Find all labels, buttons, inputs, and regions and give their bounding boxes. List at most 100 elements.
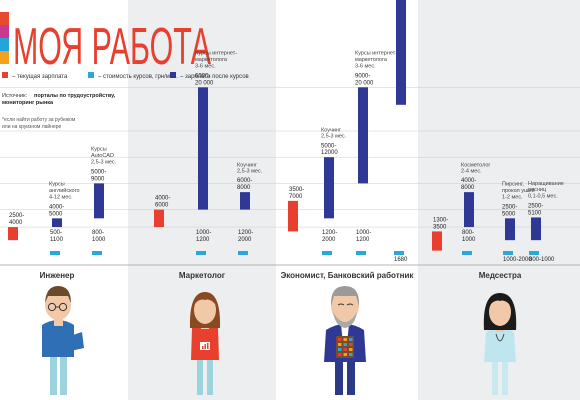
- nurse-uniform: [484, 327, 516, 362]
- label-current-salary: 2500-4000: [9, 213, 24, 226]
- bar-after-course-salary: [396, 0, 406, 105]
- label-current-salary: 4000-6000: [155, 196, 170, 209]
- label-after-course-salary: 2500-5000: [502, 204, 517, 217]
- bar-current-salary: [432, 231, 442, 251]
- nurse-leg-right: [502, 360, 508, 395]
- bar-current-salary: [288, 200, 298, 232]
- marketer-chart-bar-3: [207, 343, 209, 349]
- group-title-economist: Экономист, Банковский работник: [281, 271, 415, 280]
- bar-course-cost: [529, 251, 539, 255]
- engineer-hair: [45, 286, 71, 303]
- label-course-cost: 1000-1200: [356, 230, 371, 243]
- economist-eye-right: [346, 303, 354, 306]
- abacus-bead: [349, 353, 353, 356]
- bar-after-course-salary: [505, 218, 515, 241]
- label-after-course-salary: 6000-8000: [237, 178, 252, 191]
- label-after-course-salary: 5000-12000: [321, 143, 338, 156]
- engineer-face: [45, 290, 71, 320]
- label-course-cost: 1200-2000: [322, 230, 337, 243]
- bar-course-cost: [238, 251, 248, 255]
- legend: – текущая зарплата – стоимость курсов, г…: [2, 72, 249, 80]
- engineer-figure: [42, 286, 84, 395]
- economist-hair: [330, 286, 360, 306]
- label-course-name: Курсы интернет-маркетолога 3-6 мес.: [195, 51, 237, 70]
- source-prefix: Источник:: [2, 93, 27, 99]
- source-text: порталы по трудоустройству,: [34, 92, 116, 99]
- marketer-leg-right: [207, 358, 213, 395]
- nurse-figure: [483, 293, 517, 395]
- label-course-cost: 500-1100: [50, 230, 64, 243]
- label-after-course-salary: 4000-5000: [49, 204, 64, 217]
- bar-course-cost: [322, 251, 332, 255]
- label-course-cost: 800-1000: [92, 230, 106, 243]
- logo-block-2: [0, 25, 9, 38]
- label-current-salary: 1300-3500: [433, 218, 448, 231]
- bar-after-course-salary: [52, 218, 62, 228]
- logo-blocks: [0, 12, 9, 64]
- bar-current-salary: [8, 227, 18, 241]
- page-title: МОЯ РАБОТА: [13, 18, 211, 76]
- label-current-salary: 3500-7000: [289, 187, 304, 200]
- label-course-name: Курсы английского 4-12 мес.: [49, 182, 80, 201]
- bar-course-cost: [92, 251, 102, 255]
- logo-block-3: [0, 38, 9, 51]
- label-course-name: Косметолог 2-4 мес.: [461, 162, 490, 174]
- label-after-course-salary: 2500-5100: [528, 204, 543, 217]
- nurse-stethoscope: [495, 333, 505, 342]
- economist-eye-left: [337, 303, 345, 306]
- label-course-name: Курсы AutoCAD 2,5-3 мес.: [91, 147, 117, 166]
- bar-after-course-salary: [464, 192, 474, 228]
- economist-abacus-frame: [336, 336, 354, 358]
- bar-after-course-salary: [324, 157, 334, 219]
- economist-figure: [324, 286, 366, 395]
- bar-after-course-salary: [240, 192, 250, 210]
- nurse-leg-left: [492, 360, 498, 395]
- footnote-line-2: или на круизном лайнере: [2, 123, 62, 130]
- abacus-bead: [343, 353, 347, 356]
- abacus-bead: [349, 348, 353, 351]
- source-note: Источник: порталы по трудоустройству, мо…: [2, 92, 116, 130]
- legend-swatch-current: [2, 72, 8, 78]
- legend-swatch-cost: [88, 72, 94, 78]
- label-course-name: Курсы интернет-маркетолога 3-6 мес.: [355, 51, 397, 70]
- chart-labels: 2500-4000 4000-5000 Курсы английского 4-12 м…: [9, 51, 564, 263]
- economist-leg-left: [335, 358, 343, 395]
- marketer-face: [194, 296, 216, 324]
- bar-current-salary: [154, 209, 164, 228]
- bar-after-course-salary: [94, 183, 104, 219]
- label-after-course-salary: 4000-8000: [461, 178, 476, 191]
- bar-course-cost: [394, 251, 404, 255]
- label-after-course-salary: 9000-20 000: [355, 73, 374, 86]
- label-course-name: Коучинг 2,5-3 мес.: [237, 162, 263, 174]
- footnote: *если найти работу за рубежом: [2, 116, 76, 123]
- bar-after-course-salary: [358, 87, 368, 184]
- economist-abacus-beads: [338, 338, 353, 356]
- marketer-figure: [189, 292, 221, 395]
- engineer-leg-left: [50, 355, 57, 395]
- legend-swatch-after: [170, 72, 176, 78]
- group-title-nurse: Медсестра: [479, 271, 522, 280]
- label-course-name: Наращивание ресниц 0,1-0,5 мес.: [528, 181, 564, 200]
- label-course-cost: 800-1000: [462, 230, 476, 243]
- nurse-bangs: [489, 296, 511, 306]
- abacus-bead: [349, 343, 353, 346]
- economist-face: [331, 290, 359, 322]
- economist-beard: [333, 312, 357, 328]
- abacus-bead: [338, 338, 342, 341]
- label-course-cost: 1680: [394, 257, 408, 263]
- logo-block-4: [0, 51, 9, 64]
- label-course-name: Пирсинг, прокол ушей 1-2 мес.: [502, 182, 535, 201]
- legend-label-current: – текущая зарплата: [12, 74, 68, 80]
- abacus-bead: [338, 343, 342, 346]
- legend-label-after: – зарплата после курсов: [180, 74, 249, 80]
- group-title-marketer: Маркетолог: [179, 271, 226, 280]
- abacus-bead: [349, 338, 353, 341]
- engineer-leg-right: [60, 355, 67, 395]
- marketer-chart-bar-2: [204, 344, 206, 349]
- bar-course-cost: [356, 251, 366, 255]
- marketer-leg-left: [197, 358, 203, 395]
- group-title-engineer: Инженер: [40, 271, 75, 280]
- label-course-cost: 1000-2000: [503, 257, 532, 263]
- abacus-bead: [343, 343, 347, 346]
